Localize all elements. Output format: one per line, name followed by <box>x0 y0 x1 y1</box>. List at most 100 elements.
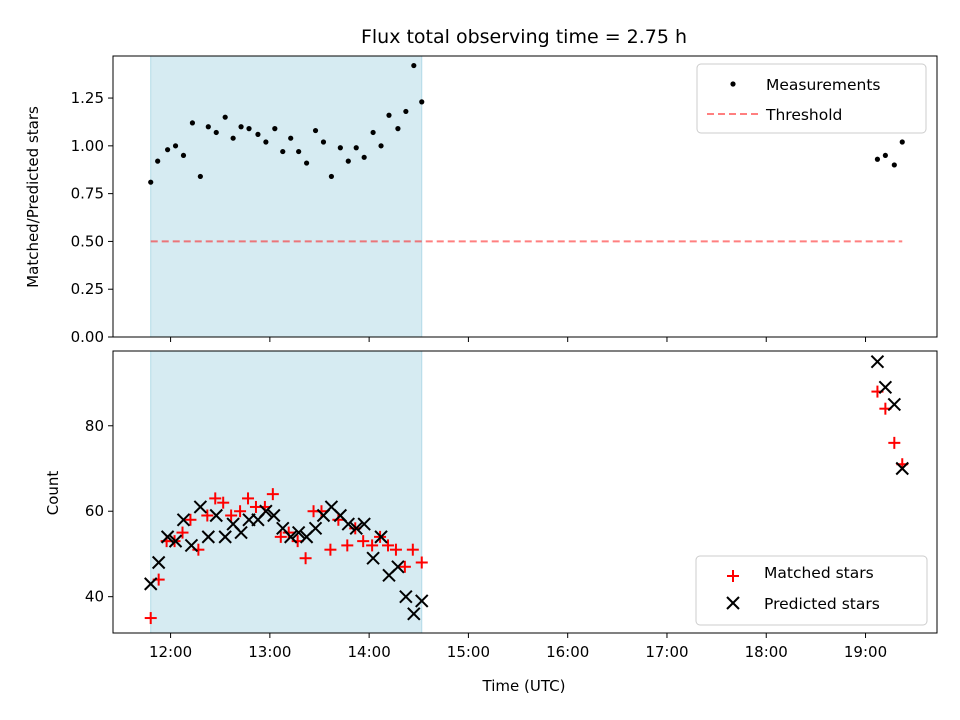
predicted-star-point <box>895 461 909 476</box>
predicted-star-point <box>176 513 191 527</box>
measurement-point <box>155 158 161 164</box>
legend-measurements-label: Measurements <box>766 76 881 94</box>
measurement-point <box>230 135 236 141</box>
measurement-point <box>345 158 351 164</box>
measurement-point <box>263 139 269 145</box>
x-tick-label: 12:00 <box>149 643 192 661</box>
measurement-point <box>874 156 881 162</box>
measurement-point <box>197 173 203 180</box>
legend-predicted-label: Predicted stars <box>764 595 880 613</box>
y-tick-label: 80 <box>85 417 104 435</box>
measurement-point <box>205 124 211 130</box>
top-legend: Measurements Threshold <box>696 63 927 134</box>
y-tick-label: 0.00 <box>71 328 104 346</box>
predicted-star-point <box>374 530 388 544</box>
measurement-point <box>222 114 228 120</box>
measurement-point <box>320 139 327 145</box>
matched-star-point <box>324 543 337 556</box>
y-tick-label: 0.25 <box>71 280 104 298</box>
measurement-point <box>238 124 244 130</box>
matched-star-point <box>176 526 189 539</box>
y-tick-label: 0.50 <box>71 232 104 250</box>
legend-matched-marker <box>727 570 739 582</box>
predicted-star-point <box>291 525 306 540</box>
y-tick-label: 60 <box>85 502 104 520</box>
matched-star-point <box>332 513 345 526</box>
matched-star-point <box>184 513 197 526</box>
measurement-point <box>255 131 261 137</box>
matched-star-point <box>209 492 222 505</box>
measurement-point <box>403 108 409 115</box>
bottom-legend-box <box>695 555 928 626</box>
measurement-point <box>165 147 171 153</box>
measurement-point <box>280 148 286 155</box>
x-tick-label: 14:00 <box>348 643 391 661</box>
predicted-star-point <box>887 397 902 412</box>
matched-star-point <box>282 526 295 539</box>
measurement-point <box>395 126 401 132</box>
x-tick-label: 19:00 <box>844 643 887 661</box>
bottom-panel: 40 60 80 12:00 13:00 14:00 15:00 16:00 17:00 18:… <box>44 350 938 695</box>
predicted-star-point <box>349 521 363 536</box>
top-panel-ylabel: Matched/Predicted stars <box>24 106 42 288</box>
matched-star-point <box>315 505 328 518</box>
predicted-star-point <box>218 530 232 544</box>
measurement-point <box>303 160 310 166</box>
measurement-point <box>246 126 252 132</box>
predicted-star-point <box>151 555 166 570</box>
predicted-star-point <box>870 354 885 369</box>
measurement-point <box>272 126 278 132</box>
x-tick-label: 15:00 <box>447 643 490 661</box>
predicted-star-point <box>184 538 199 553</box>
measurement-point <box>172 143 179 149</box>
measurement-point <box>288 135 294 141</box>
x-axis-label: Time (UTC) <box>482 677 566 695</box>
measurement-point <box>386 112 392 118</box>
matched-star-point <box>266 488 279 501</box>
top-legend-box <box>696 63 927 134</box>
x-tick-label: 13:00 <box>248 643 291 661</box>
matched-star-point <box>274 530 287 543</box>
measurement-point <box>296 148 302 155</box>
measurement-point <box>312 127 319 134</box>
matched-star-point <box>144 612 157 625</box>
bottom-legend: Matched stars Predicted stars <box>695 555 928 626</box>
predicted-star-point <box>209 508 223 523</box>
x-tick-label: 18:00 <box>745 643 788 661</box>
y-tick-label: 1.00 <box>71 137 104 155</box>
top-panel: 0.00 0.25 0.50 0.75 1.00 1.25 Matched/Predict… <box>24 55 938 346</box>
predicted-star-point <box>878 380 893 395</box>
measurement-point <box>370 129 376 136</box>
x-tick-label: 17:00 <box>645 643 688 661</box>
matched-star-point <box>242 492 255 505</box>
predicted-star-point <box>366 551 380 565</box>
bottom-panel-frame <box>112 350 938 634</box>
predicted-star-point <box>283 530 298 544</box>
predicted-star-point <box>234 525 248 540</box>
matched-star-point <box>299 552 312 565</box>
predicted-star-point <box>357 517 371 531</box>
predicted-star-point <box>168 534 183 548</box>
y-tick-label: 0.75 <box>71 185 104 203</box>
measurement-point <box>361 154 367 160</box>
matched-star-point <box>201 509 214 522</box>
measurement-point <box>891 162 897 168</box>
matched-star-point <box>398 560 411 573</box>
measurement-point <box>328 173 335 180</box>
measurement-point <box>189 120 196 126</box>
legend-predicted-marker <box>726 596 740 610</box>
measurement-point <box>213 129 219 136</box>
bottom-panel-ylabel: Count <box>44 471 62 516</box>
matched-star-point <box>888 436 901 449</box>
measurement-point <box>337 145 343 151</box>
measurement-point <box>419 99 425 105</box>
predicted-star-point <box>391 560 405 574</box>
matched-star-point <box>381 539 394 552</box>
legend-matched-label: Matched stars <box>764 564 874 582</box>
measurement-point <box>148 179 154 185</box>
matched-star-point <box>389 543 402 556</box>
matched-star-point <box>225 509 238 522</box>
matched-star-point <box>357 535 370 548</box>
predicted-star-point <box>308 521 323 536</box>
